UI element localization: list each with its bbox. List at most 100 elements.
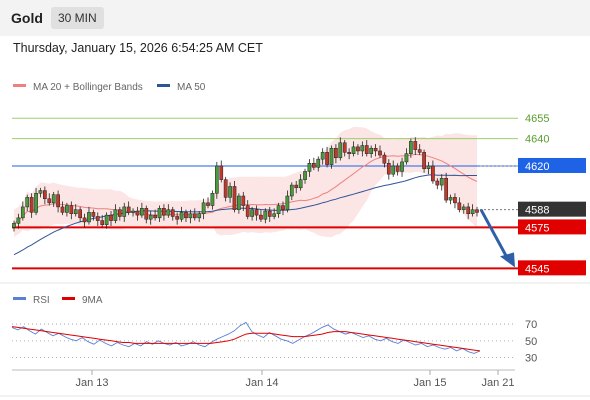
ma50-line (13, 174, 477, 256)
candle-body (73, 209, 78, 215)
rsi-legend-swatch-0 (13, 297, 26, 300)
level-label-4545: 4545 (525, 263, 549, 275)
candle-body (329, 147, 334, 165)
candle-body (250, 209, 254, 217)
candle-body (378, 150, 382, 156)
candle-body (60, 206, 65, 213)
candle-body (184, 212, 188, 219)
rsi-tick-30: 30 (525, 353, 537, 365)
candle-body (281, 205, 285, 210)
candle-body (325, 152, 329, 165)
candle-body (104, 214, 109, 225)
candle-body (223, 179, 228, 198)
candle-body (259, 214, 263, 220)
candle-body (16, 217, 21, 224)
candle-body (254, 209, 259, 216)
level-label-4620: 4620 (525, 161, 549, 173)
candle-body (157, 208, 162, 219)
candle-body (386, 162, 391, 175)
candle-body (117, 209, 122, 217)
candle-body (422, 152, 426, 169)
forecast-arrow-head (500, 252, 515, 268)
candle-body (417, 149, 422, 153)
candle-body (210, 193, 215, 206)
candle-body (12, 223, 16, 228)
candle-body (391, 165, 396, 175)
candle-body (334, 147, 338, 159)
candle-body (298, 179, 303, 189)
candle-body (214, 165, 219, 194)
candle-body (162, 208, 166, 216)
rsi-series-RSI (11, 321, 481, 354)
rsi-series-9MA (11, 326, 481, 352)
legend-swatch-1 (157, 84, 170, 87)
candle-body (404, 153, 409, 163)
candle-body (439, 178, 444, 186)
candle-body (382, 154, 387, 164)
level-label-4588: 4588 (525, 205, 549, 217)
candle-body (82, 217, 87, 223)
candle-body (135, 210, 140, 216)
x-tick-label-1: Jan 14 (245, 377, 278, 389)
candle-body (409, 141, 413, 154)
candle-body (91, 212, 96, 217)
candle-body (267, 210, 272, 217)
level-label-4575: 4575 (525, 222, 549, 234)
candle-body (131, 210, 135, 213)
candle-body (47, 198, 52, 204)
candle-body (470, 209, 475, 215)
candle-body (140, 208, 144, 216)
candle-body (113, 209, 118, 221)
level-label-4655: 4655 (525, 113, 549, 125)
level-box-4620 (518, 157, 586, 173)
candle-body (170, 209, 175, 217)
candle-body (285, 195, 290, 210)
rsi-legend-label-0: RSI (33, 295, 50, 306)
candle-body (263, 210, 268, 220)
level-label-4640: 4640 (525, 134, 549, 146)
candle-body (56, 194, 60, 208)
candle-body (69, 205, 74, 215)
candle-body (435, 180, 440, 186)
level-box-4545 (518, 260, 586, 276)
candle-body (461, 206, 466, 210)
candle-body (307, 162, 312, 172)
candle-body (179, 212, 184, 220)
candle-body (38, 190, 43, 194)
candle-body (311, 162, 316, 168)
candle-body (166, 209, 171, 216)
candle-body (342, 142, 347, 153)
candle-body (426, 165, 431, 169)
candle-body (148, 214, 153, 220)
candle-body (347, 152, 351, 154)
rsi-legend-swatch-1 (62, 297, 75, 300)
candle-body (175, 216, 180, 220)
candle-body (232, 186, 237, 210)
candle-body (219, 165, 224, 180)
timeframe-badge[interactable]: 30 MIN (51, 7, 104, 29)
candle-body (237, 195, 241, 210)
candle-body (303, 171, 307, 180)
candle-body (95, 216, 100, 221)
candle-body (241, 195, 246, 206)
candle-body (100, 220, 105, 225)
x-tick-label-2: Jan 15 (413, 377, 446, 389)
legend-swatch-0 (13, 84, 26, 87)
level-box-4575 (518, 219, 586, 235)
candle-body (51, 194, 56, 204)
candle-body (356, 146, 360, 152)
candle-body (395, 165, 400, 172)
candle-body (78, 209, 82, 219)
candle-body (228, 186, 232, 198)
candle-body (153, 214, 157, 219)
level-box-4588 (518, 201, 586, 217)
candle-body (320, 152, 325, 160)
candle-body (109, 214, 113, 221)
candle-body (206, 202, 210, 206)
candle-body (444, 178, 448, 201)
x-tick-label-3: Jan 21 (481, 377, 514, 389)
candle-body (272, 213, 277, 217)
candle-body (25, 197, 30, 208)
candle-body (34, 193, 38, 213)
rsi-tick-50: 50 (525, 336, 537, 348)
